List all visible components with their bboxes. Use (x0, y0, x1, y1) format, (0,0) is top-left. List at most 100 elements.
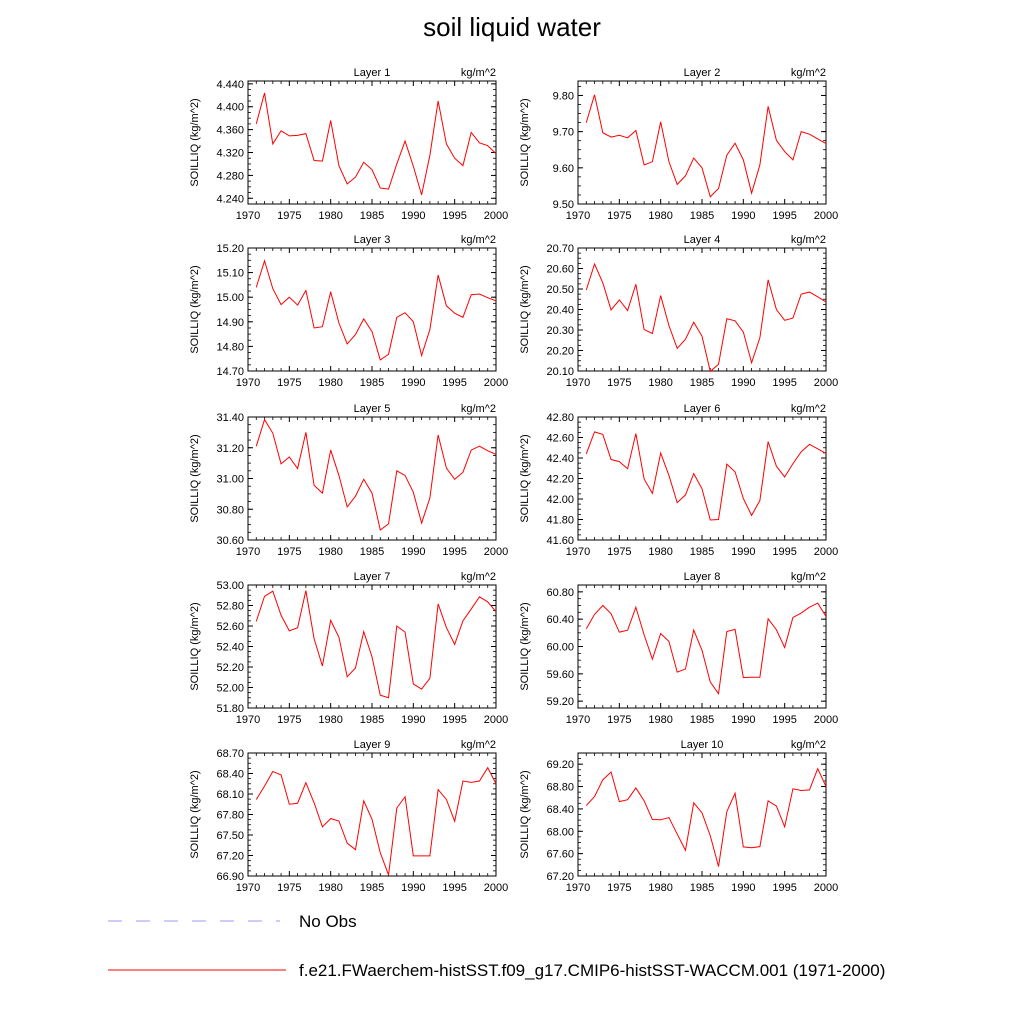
x-tick-label: 1985 (360, 210, 384, 222)
y-axis-label: SOILLIQ (kg/m^2) (519, 770, 531, 858)
y-tick-label: 4.320 (216, 148, 244, 160)
x-tick-label: 1970 (566, 377, 590, 389)
series-line (585, 431, 827, 521)
y-tick-label: 14.80 (216, 341, 244, 353)
x-tick-label: 1980 (318, 546, 342, 558)
x-tick-label: 1980 (648, 714, 672, 726)
x-tick-label: 1990 (401, 377, 425, 389)
y-tick-label: 42.20 (546, 474, 574, 486)
plot-frame (247, 416, 497, 541)
panel-layer-2: Layer 2 kg/m^2 SOILLIQ (kg/m^2) 9.50 9.60 9.7… (519, 67, 838, 222)
panel-units: kg/m^2 (791, 234, 826, 246)
x-tick-label: 1995 (442, 714, 466, 726)
y-tick-label: 69.20 (546, 759, 574, 771)
y-tick-label: 15.00 (216, 292, 244, 304)
plot-frame (247, 584, 497, 709)
panel-units: kg/m^2 (791, 67, 826, 79)
y-tick-label: 41.80 (546, 515, 574, 527)
x-tick-label: 1985 (360, 714, 384, 726)
panel-layer-10: Layer 10 kg/m^2 SOILLIQ (kg/m^2) 67.20 67.60… (519, 739, 838, 894)
x-tick-label: 1990 (731, 210, 755, 222)
x-tick-label: 1980 (318, 210, 342, 222)
panel-title: Layer 2 (684, 67, 721, 79)
x-tick-label: 2000 (814, 546, 838, 558)
panel-units: kg/m^2 (461, 571, 496, 583)
y-tick-label: 31.00 (216, 474, 244, 486)
plot-frame (577, 80, 827, 205)
plot-frame (577, 416, 827, 541)
x-tick-label: 1985 (360, 882, 384, 894)
y-tick-label: 51.80 (216, 703, 244, 715)
plot-frame (577, 584, 827, 709)
y-tick-label: 68.40 (216, 769, 244, 781)
x-tick-label: 1985 (690, 377, 714, 389)
series-line (585, 767, 827, 867)
x-tick-label: 1995 (442, 377, 466, 389)
x-tick-label: 1975 (277, 882, 301, 894)
y-tick-label: 14.70 (216, 366, 244, 378)
x-tick-label: 1970 (236, 377, 260, 389)
series-line (585, 262, 827, 373)
y-tick-label: 20.60 (546, 264, 574, 276)
panel-title: Layer 3 (354, 234, 391, 246)
x-tick-label: 1990 (731, 714, 755, 726)
panel-layer-6: Layer 6 kg/m^2 SOILLIQ (kg/m^2) 41.60 41.80 4… (519, 403, 838, 558)
panel-title: Layer 4 (684, 234, 721, 246)
x-tick-label: 2000 (484, 882, 508, 894)
x-tick-label: 1970 (566, 882, 590, 894)
y-axis-label: SOILLIQ (kg/m^2) (519, 602, 531, 690)
x-tick-label: 2000 (484, 714, 508, 726)
panel-units: kg/m^2 (791, 571, 826, 583)
panel-units: kg/m^2 (461, 739, 496, 751)
panel-units: kg/m^2 (461, 403, 496, 415)
y-tick-label: 4.280 (216, 170, 244, 182)
y-tick-label: 67.20 (216, 851, 244, 863)
x-tick-label: 1980 (648, 882, 672, 894)
panel-layer-5: Layer 5 kg/m^2 SOILLIQ (kg/m^2) 30.60 30.80 3… (189, 403, 508, 558)
y-tick-label: 68.40 (546, 804, 574, 816)
panel-title: Layer 1 (354, 67, 391, 79)
plot-frame (577, 247, 827, 372)
y-tick-label: 53.00 (216, 580, 244, 592)
x-tick-label: 1985 (690, 546, 714, 558)
x-tick-label: 1995 (772, 882, 796, 894)
series-line (255, 766, 497, 876)
plot-frame (247, 752, 497, 877)
x-tick-label: 1990 (401, 546, 425, 558)
x-tick-label: 2000 (814, 377, 838, 389)
x-tick-label: 1980 (318, 377, 342, 389)
x-tick-label: 1975 (277, 210, 301, 222)
y-tick-label: 52.20 (216, 662, 244, 674)
y-tick-label: 67.60 (546, 849, 574, 861)
y-tick-label: 4.240 (216, 193, 244, 205)
y-tick-label: 52.60 (216, 621, 244, 633)
y-tick-label: 67.20 (546, 871, 574, 883)
y-tick-label: 42.60 (546, 433, 574, 445)
x-tick-label: 1995 (772, 546, 796, 558)
panel-title: Layer 8 (684, 571, 721, 583)
y-tick-label: 59.60 (546, 669, 574, 681)
x-tick-label: 1990 (401, 714, 425, 726)
y-tick-label: 4.360 (216, 125, 244, 137)
y-axis-label: SOILLIQ (kg/m^2) (189, 434, 201, 522)
x-tick-label: 1975 (607, 377, 631, 389)
series-line (255, 418, 497, 531)
y-axis-label: SOILLIQ (kg/m^2) (519, 265, 531, 353)
x-tick-label: 1980 (648, 546, 672, 558)
y-tick-label: 15.10 (216, 268, 244, 280)
x-tick-label: 1985 (690, 210, 714, 222)
x-tick-label: 2000 (814, 714, 838, 726)
x-tick-label: 1970 (566, 210, 590, 222)
panel-layer-4: Layer 4 kg/m^2 SOILLIQ (kg/m^2) 20.10 20.20 2… (519, 234, 838, 389)
y-tick-label: 31.20 (216, 443, 244, 455)
panel-title: Layer 10 (681, 739, 724, 751)
y-tick-label: 68.00 (546, 826, 574, 838)
x-tick-label: 1980 (318, 882, 342, 894)
y-tick-label: 20.50 (546, 284, 574, 296)
y-tick-label: 9.60 (553, 163, 574, 175)
y-tick-label: 14.90 (216, 317, 244, 329)
y-tick-label: 20.40 (546, 305, 574, 317)
figure-title: soil liquid water (423, 12, 601, 42)
x-tick-label: 1995 (772, 377, 796, 389)
series-line (585, 602, 827, 695)
